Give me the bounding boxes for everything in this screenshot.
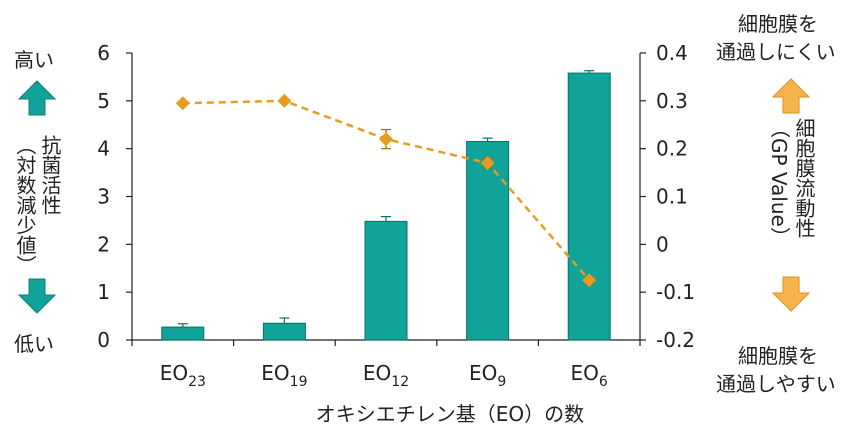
right-tick-label: 0.2: [656, 137, 688, 161]
left-tick-label: 1: [97, 280, 110, 304]
bar: [466, 140, 510, 341]
left-tick-label: 6: [97, 41, 110, 65]
right-tick-label: 0.1: [656, 185, 688, 209]
left-down-arrow-icon: [18, 278, 56, 314]
x-tick-label: EO12: [363, 361, 409, 390]
bar: [262, 322, 306, 341]
bar: [161, 326, 205, 341]
x-tick-label: EO23: [160, 361, 206, 390]
left-axis-label: 抗菌活性 （対数減少値）: [12, 135, 62, 275]
x-tick-label: EO6: [571, 361, 608, 390]
right-axis-label-line-2: （GP Value）: [767, 118, 791, 247]
left-tick-label: 5: [97, 89, 110, 113]
right-tick-label: -0.2: [656, 328, 695, 352]
left-axis-label-line-1: 抗菌活性: [38, 135, 62, 215]
right-axis-label: 細胞膜流動性 （GP Value）: [766, 118, 816, 247]
left-low-label: 低い: [14, 332, 54, 356]
right-axis-label-line-1: 細胞膜流動性: [792, 118, 816, 238]
left-tick-label: 4: [97, 137, 110, 161]
x-tick-label: EO9: [469, 361, 506, 390]
bar: [567, 72, 611, 341]
line-point: [175, 96, 190, 111]
right-bottom-label-line-1: 細胞膜を: [738, 344, 818, 368]
line-point: [582, 273, 597, 288]
x-tick-label: EO19: [261, 361, 307, 390]
right-up-arrow-icon: [772, 78, 810, 114]
right-tick-label: 0: [656, 232, 669, 256]
right-tick-label: 0.3: [656, 89, 688, 113]
right-tick-label: -0.1: [656, 280, 695, 304]
line-point: [277, 93, 292, 108]
right-down-arrow-icon: [772, 276, 810, 312]
left-tick-label: 3: [97, 185, 110, 209]
left-tick-label: 2: [97, 232, 110, 256]
left-tick-label: 0: [97, 328, 110, 352]
left-high-label: 高い: [14, 48, 54, 72]
line-point: [480, 156, 495, 171]
right-top-label-line-2: 通過しにくい: [716, 40, 836, 64]
x-axis-label: オキシエチレン基（EO）の数: [315, 402, 585, 426]
right-tick-label: 0.4: [656, 41, 688, 65]
right-top-label-line-1: 細胞膜を: [738, 12, 818, 36]
left-axis-label-line-2: （対数減少値）: [13, 135, 37, 275]
line-point: [379, 132, 393, 147]
left-up-arrow-icon: [18, 80, 56, 116]
bar: [364, 220, 408, 341]
right-bottom-label-line-2: 通過しやすい: [716, 372, 836, 396]
